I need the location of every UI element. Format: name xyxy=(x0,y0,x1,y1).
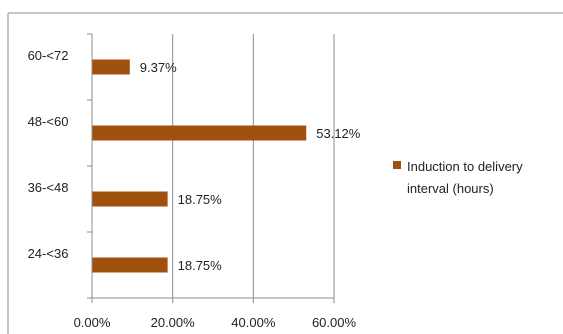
data-label-2: 53.12% xyxy=(316,126,361,141)
bar-2 xyxy=(92,125,307,141)
gridlines xyxy=(172,34,335,298)
x-tick-label-0: 0.00% xyxy=(74,315,111,330)
labels: 0.00% 20.00% 40.00% 60.00% 24-<36 18.75% 36-<4… xyxy=(28,48,361,330)
data-label-3: 9.37% xyxy=(140,60,177,75)
legend-line-1: Induction to delivery xyxy=(407,159,523,174)
y-tick-label-0: 24-<36 xyxy=(28,246,69,261)
data-label-1: 18.75% xyxy=(178,192,223,207)
bar-3 xyxy=(92,59,130,75)
x-tick-label-3: 60.00% xyxy=(312,315,357,330)
y-tick-label-2: 48-<60 xyxy=(28,114,69,129)
x-tick-label-2: 40.00% xyxy=(231,315,276,330)
data-label-0: 18.75% xyxy=(178,258,223,273)
legend-swatch xyxy=(393,161,401,169)
bar-0 xyxy=(92,257,168,273)
bar-1 xyxy=(92,191,168,207)
legend-line-2: interval (hours) xyxy=(407,181,494,196)
bars xyxy=(92,59,307,273)
x-tick-label-1: 20.00% xyxy=(151,315,196,330)
axes xyxy=(87,33,335,303)
y-tick-label-3: 60-<72 xyxy=(28,48,69,63)
y-tick-label-1: 36-<48 xyxy=(28,180,69,195)
legend: Induction to delivery interval (hours) xyxy=(393,159,523,196)
